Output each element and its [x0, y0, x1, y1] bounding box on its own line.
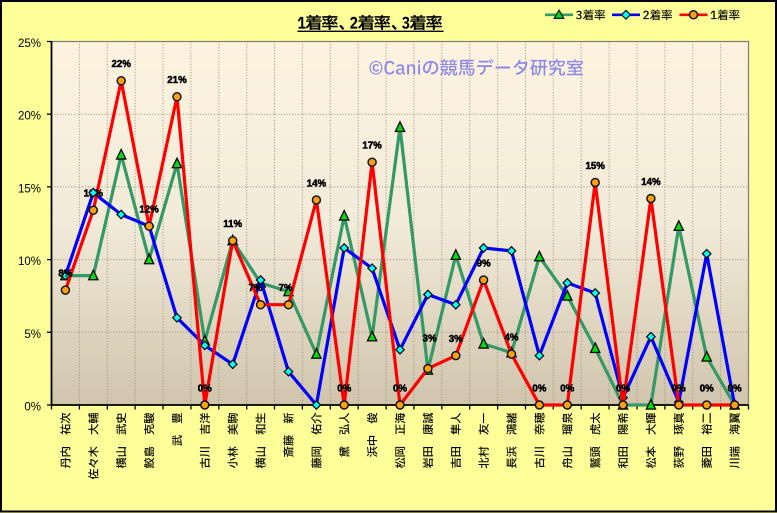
svg-text:12%: 12%: [139, 205, 159, 216]
svg-text:20%: 20%: [18, 111, 41, 123]
svg-text:14%: 14%: [641, 177, 661, 188]
svg-text:14%: 14%: [307, 178, 327, 189]
svg-text:15%: 15%: [586, 161, 606, 172]
svg-text:0%: 0%: [560, 383, 574, 394]
svg-text:0%: 0%: [532, 383, 546, 394]
svg-text:3%: 3%: [449, 334, 463, 345]
svg-text:9%: 9%: [477, 258, 491, 269]
svg-text:8%: 8%: [58, 269, 72, 280]
svg-text:5%: 5%: [24, 329, 41, 341]
svg-text:10%: 10%: [18, 256, 41, 268]
svg-text:0%: 0%: [337, 383, 351, 394]
svg-text:15%: 15%: [18, 183, 41, 195]
svg-text:0%: 0%: [700, 383, 714, 394]
svg-text:4%: 4%: [504, 333, 518, 344]
svg-text:0%: 0%: [24, 402, 41, 414]
svg-text:3%: 3%: [423, 334, 437, 345]
svg-text:21%: 21%: [167, 75, 187, 86]
svg-text:7%: 7%: [249, 283, 263, 294]
svg-text:17%: 17%: [362, 141, 382, 152]
svg-text:22%: 22%: [112, 59, 132, 70]
svg-text:11%: 11%: [223, 219, 242, 230]
svg-text:25%: 25%: [18, 38, 41, 50]
svg-text:0%: 0%: [672, 383, 686, 394]
svg-text:0%: 0%: [393, 383, 407, 394]
svg-text:0%: 0%: [616, 383, 630, 394]
svg-text:0%: 0%: [728, 383, 742, 394]
svg-text:7%: 7%: [278, 283, 292, 294]
svg-text:0%: 0%: [198, 383, 212, 394]
